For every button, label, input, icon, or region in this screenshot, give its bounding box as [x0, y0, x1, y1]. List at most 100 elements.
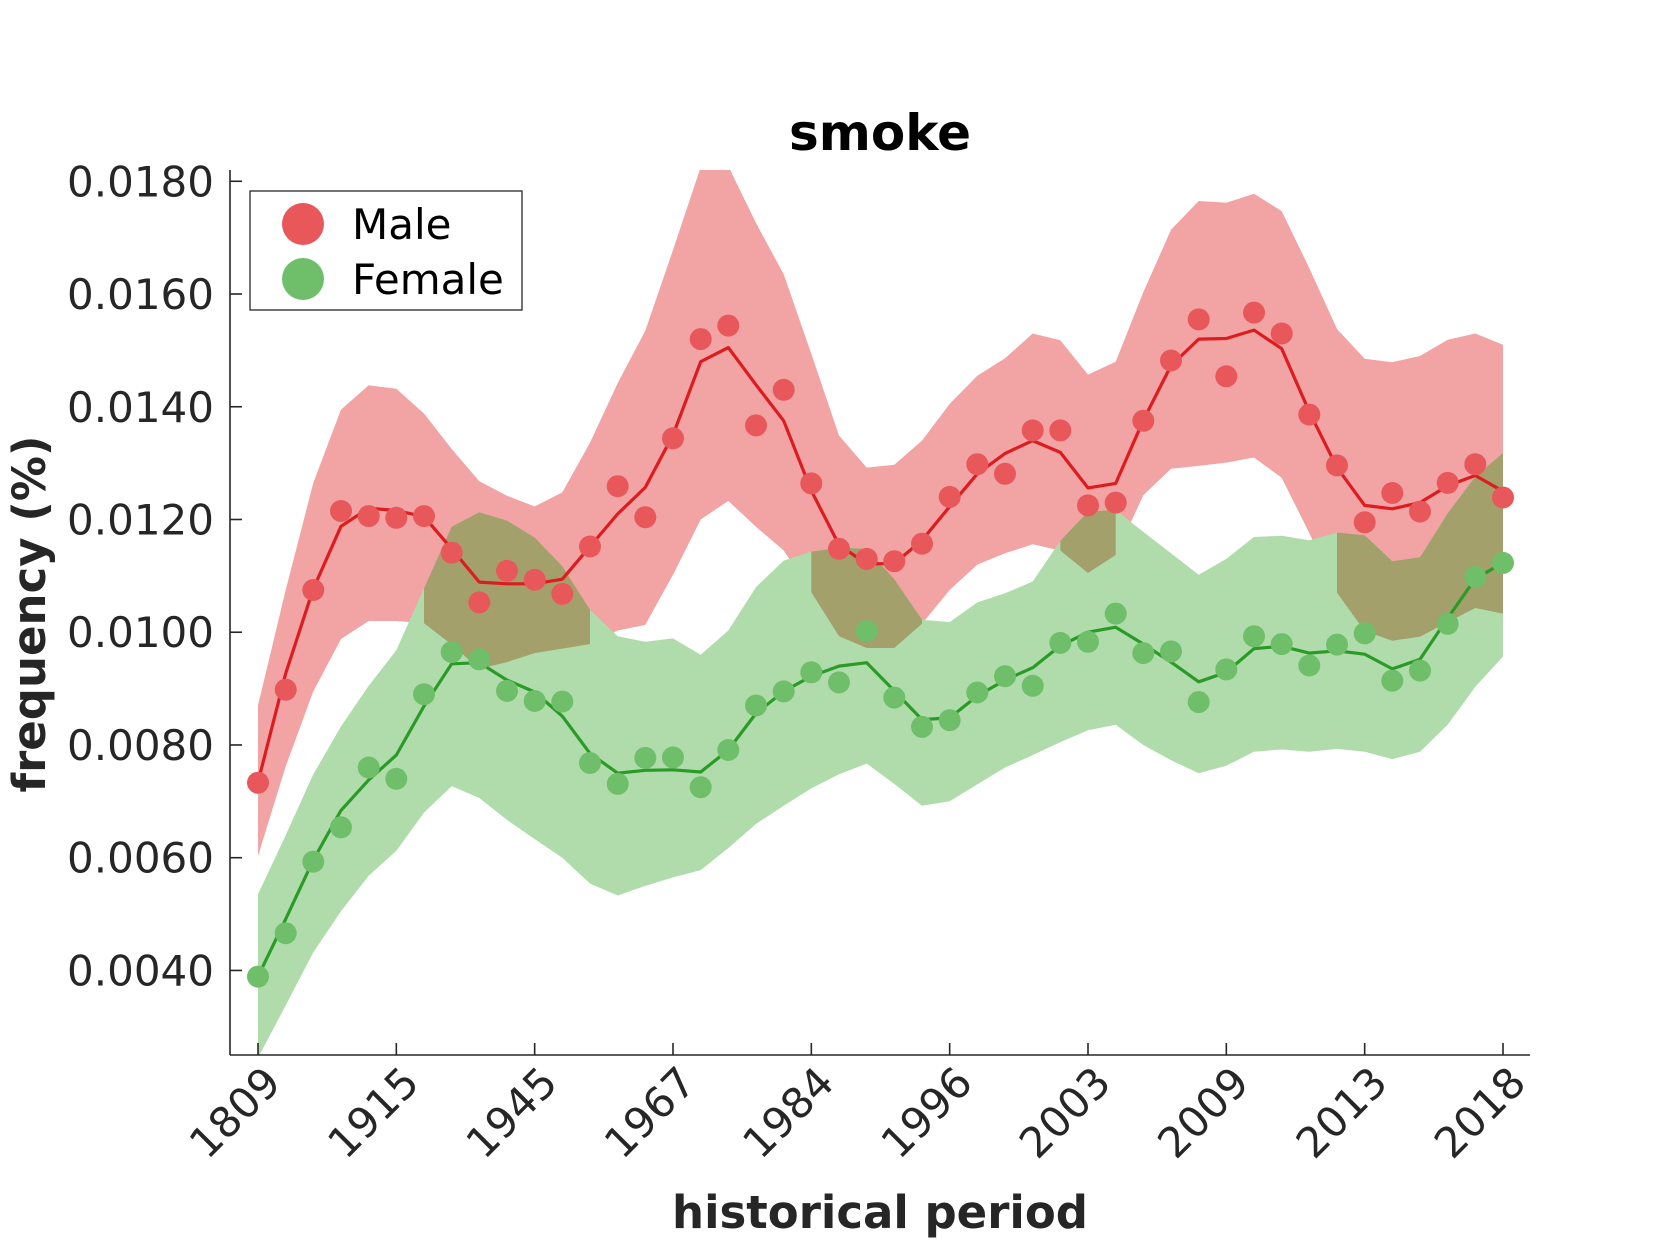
y-tick-label: 0.0120 — [67, 495, 214, 544]
point-female — [828, 671, 850, 694]
point-female — [1215, 658, 1238, 681]
point-male — [1381, 482, 1404, 504]
point-female — [1492, 551, 1514, 574]
point-male — [1353, 511, 1376, 534]
point-female — [330, 816, 352, 839]
point-female — [1381, 669, 1404, 692]
point-female — [523, 690, 546, 712]
point-female — [551, 690, 574, 713]
y-tick-label: 0.0040 — [67, 946, 214, 995]
point-male — [1160, 349, 1182, 372]
point-male — [496, 559, 518, 582]
point-female — [883, 686, 906, 709]
point-male — [1243, 301, 1265, 324]
point-male — [274, 678, 297, 701]
band-overlap — [811, 547, 922, 648]
point-male — [413, 505, 435, 528]
point-female — [413, 683, 435, 706]
point-male — [938, 485, 961, 508]
x-tick-label: 1996 — [872, 1057, 982, 1167]
point-male — [606, 475, 629, 498]
point-male — [1077, 494, 1099, 517]
point-female — [1464, 566, 1487, 588]
point-female — [966, 681, 989, 704]
point-female — [1049, 631, 1072, 654]
point-female — [579, 752, 601, 774]
legend: Male Female — [249, 190, 523, 311]
chart-title: smoke — [789, 104, 971, 162]
point-male — [523, 568, 546, 591]
x-tick-label: 1967 — [595, 1057, 705, 1167]
band-overlap — [1337, 453, 1503, 641]
legend-marker-male — [282, 203, 324, 245]
band-male — [258, 170, 1503, 856]
point-female — [496, 679, 518, 702]
y-tick-label: 0.0080 — [67, 721, 214, 770]
point-male — [330, 500, 352, 522]
x-tick-label: 1809 — [180, 1057, 290, 1167]
point-male — [689, 328, 712, 351]
point-female — [689, 776, 712, 799]
point-female — [385, 767, 408, 790]
point-male — [1326, 454, 1348, 477]
point-male — [634, 506, 657, 529]
point-male — [468, 591, 491, 614]
legend-label-male: Male — [352, 200, 451, 249]
point-male — [1409, 500, 1431, 523]
point-male — [1187, 308, 1210, 331]
point-female — [468, 648, 491, 671]
point-female — [1270, 633, 1293, 656]
x-tick-label: 2003 — [1010, 1057, 1120, 1167]
point-female — [1326, 633, 1348, 656]
point-male — [1436, 471, 1459, 494]
point-female — [938, 709, 961, 732]
point-male — [966, 453, 989, 476]
point-male — [994, 462, 1016, 485]
point-female — [1298, 654, 1321, 677]
point-female — [1353, 622, 1376, 645]
x-tick-label: 2013 — [1287, 1057, 1397, 1167]
point-female — [717, 739, 740, 761]
x-axis-label: historical period — [672, 1186, 1088, 1239]
x-tick-label: 2009 — [1148, 1057, 1258, 1167]
point-male — [883, 550, 906, 573]
point-male — [440, 541, 463, 564]
point-female — [606, 772, 629, 795]
point-male — [800, 472, 823, 495]
point-female — [1243, 625, 1265, 648]
point-male — [1464, 453, 1487, 476]
point-female — [1077, 630, 1099, 653]
point-male — [717, 314, 740, 337]
line-male — [256, 328, 1504, 783]
y-tick-label: 0.0100 — [67, 608, 214, 657]
legend-marker-female — [282, 258, 324, 300]
trend-lines — [256, 328, 1504, 978]
point-male — [385, 506, 408, 529]
point-female — [911, 715, 933, 738]
point-female — [855, 620, 878, 643]
band-overlap — [1060, 509, 1116, 573]
point-male — [855, 547, 878, 570]
y-axis-label: frequency (%) — [3, 436, 56, 793]
point-male — [1049, 419, 1072, 442]
y-tick-label: 0.0140 — [67, 383, 214, 432]
point-male — [662, 427, 684, 450]
point-male — [745, 414, 767, 437]
point-female — [302, 850, 325, 873]
point-female — [800, 661, 823, 684]
point-male — [302, 579, 325, 601]
point-female — [1436, 612, 1459, 635]
band-overlap — [424, 512, 590, 669]
point-male — [357, 505, 380, 528]
point-male — [1215, 365, 1238, 388]
y-tick-label: 0.0060 — [67, 834, 214, 883]
legend-label-female: Female — [352, 255, 504, 304]
point-male — [247, 771, 269, 794]
point-female — [1132, 642, 1155, 665]
point-female — [634, 746, 657, 769]
point-male — [911, 532, 933, 555]
point-male — [1021, 419, 1044, 442]
point-male — [772, 378, 795, 401]
point-female — [440, 641, 463, 663]
